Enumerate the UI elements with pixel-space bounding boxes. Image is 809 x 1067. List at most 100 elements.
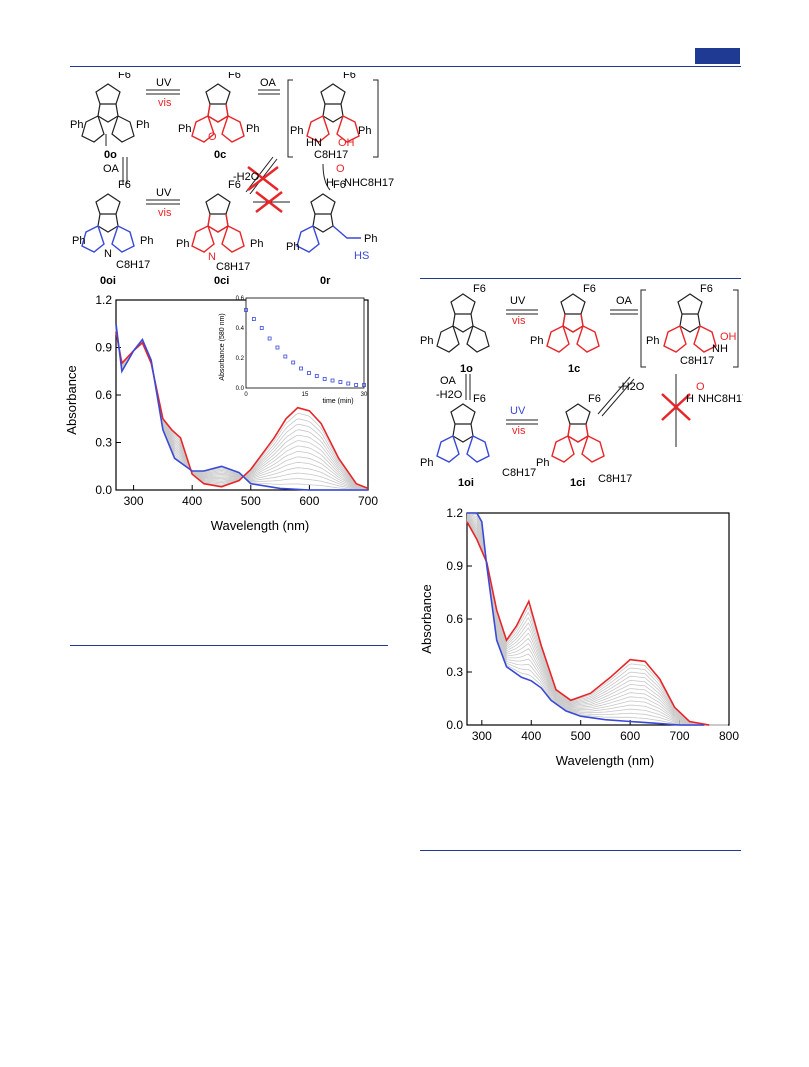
intermediate-spectrum	[466, 520, 728, 726]
label-vis-1: vis	[158, 97, 172, 109]
label-f6-0o: F6	[118, 72, 131, 81]
label-ph-1ci: Ph	[536, 457, 549, 469]
inset-point	[346, 381, 351, 386]
label-oa-2: OA	[103, 163, 120, 175]
y-tick-label: 1.2	[446, 506, 463, 520]
intermediate-spectrum	[466, 520, 728, 726]
label-ph-int-l: Ph	[290, 125, 303, 137]
label-h-formamide: H	[326, 177, 334, 189]
inset-point	[291, 360, 296, 365]
y-tick-label: 0.6	[95, 388, 112, 402]
label-ph-0r-r: Ph	[364, 233, 377, 245]
label-nh-r: NH	[712, 343, 728, 355]
label-c8h17-r-int: C8H17	[680, 355, 714, 367]
label-ph-0ci-r: Ph	[250, 238, 263, 250]
section-rule-left	[70, 645, 388, 646]
chart-left-xlabel: Wavelength (nm)	[211, 518, 310, 533]
intermediate-spectrum	[466, 517, 728, 726]
intermediate-spectrum	[466, 519, 728, 726]
inset-point	[251, 317, 256, 321]
x-tick-label: 800	[719, 729, 739, 743]
molecule-0ci	[191, 193, 245, 253]
inset-point	[338, 380, 343, 384]
molecule-0o	[81, 83, 135, 146]
label-o-formamide: O	[336, 163, 345, 175]
y-tick-label: 0.6	[446, 612, 463, 626]
intermediate-spectrum	[466, 519, 728, 726]
inset-point	[283, 354, 288, 359]
inset-point	[244, 308, 248, 312]
compound-0c: 0c	[214, 149, 226, 161]
label-nhc8: NHC8H17	[344, 177, 394, 189]
spectrum-line	[467, 512, 705, 726]
molecule-1ci	[551, 403, 605, 463]
spectrum-line	[115, 323, 368, 491]
inset-point	[259, 326, 264, 330]
label-f6-1o: F6	[473, 283, 486, 295]
label-ph-int-r: Ph	[358, 125, 371, 137]
inset-xlabel: time (min)	[322, 398, 353, 405]
label-f6-int: F6	[343, 72, 356, 81]
molecule-0r	[296, 193, 361, 253]
header-tag	[695, 48, 740, 64]
inset-point	[362, 383, 366, 387]
intermediate-spectrum	[466, 516, 728, 726]
label-ph-1oi: Ph	[420, 457, 433, 469]
header-rule	[70, 66, 741, 67]
label-hn: HN	[306, 137, 322, 149]
label-n-0ci: N	[208, 251, 216, 263]
label-c8h17-0ci: C8H17	[216, 261, 250, 273]
reaction-scheme-right: F6 F6 F6 F6 F6 Ph Ph Ph Ph Ph UV vis OA …	[420, 283, 743, 489]
inset-point	[299, 366, 303, 371]
y-tick-label: 0.3	[446, 665, 463, 679]
compound-1o: 1o	[460, 363, 473, 375]
label-uv-1: UV	[156, 77, 172, 89]
label-f6-0c: F6	[228, 72, 241, 81]
y-tick-label: 0.0	[446, 718, 463, 732]
inset-x-tick-label: 0	[244, 392, 248, 398]
section-rule-right-bottom	[420, 850, 741, 851]
inset-frame	[245, 297, 365, 389]
compound-1c: 1c	[568, 363, 580, 375]
intermediate-spectrum	[466, 513, 728, 726]
label-f6-1c: F6	[583, 283, 596, 295]
inset-point	[314, 374, 319, 378]
blocked-cross-right	[661, 393, 691, 421]
x-tick-label: 700	[670, 729, 690, 743]
equilibrium-arrows	[122, 89, 331, 205]
inset-y-tick-label: 0.6	[236, 296, 245, 302]
compound-0r: 0r	[320, 275, 331, 287]
chart-left-ylabel: Absorbance	[64, 365, 79, 434]
label-ph-0c-r: Ph	[246, 123, 259, 135]
x-tick-label: 300	[124, 494, 144, 508]
molecule-intermediate	[306, 83, 360, 143]
intermediate-spectrum	[466, 513, 728, 726]
inset-y-tick-label: 0.2	[236, 356, 245, 362]
intermediate-spectrum	[466, 518, 728, 726]
chart-right-xlabel: Wavelength (nm)	[556, 753, 655, 768]
chart-right-ylabel: Absorbance	[419, 584, 434, 653]
label-f6-1oi: F6	[473, 393, 486, 405]
y-tick-label: 0.9	[95, 341, 112, 355]
label-ph-0r-l: Ph	[286, 241, 299, 253]
blocked-crosses	[247, 166, 283, 213]
spectrum-line	[466, 521, 710, 726]
inset-x-tick-label: 30	[361, 392, 368, 398]
uv-vis-chart-right: 300 400 500 600 700 800 0.0 0.3 0.6 0.9 1.2 Wavele…	[419, 506, 739, 768]
label-ph-0ci-l: Ph	[176, 238, 189, 250]
y-tick-label: 0.3	[95, 436, 112, 450]
label-n-0oi: N	[104, 248, 112, 260]
label-h2o: -H2O	[233, 171, 260, 183]
inset-y-tick-label: 0.0	[236, 386, 245, 392]
intermediate-spectrum	[466, 515, 728, 726]
inset-point	[307, 371, 311, 375]
label-ph-0oi-r: Ph	[140, 235, 153, 247]
molecule-1-intermediate	[663, 293, 717, 353]
x-tick-label: 300	[472, 729, 492, 743]
label-vis-r2: vis	[512, 425, 526, 437]
inset-point	[330, 378, 335, 383]
y-tick-label: 1.2	[95, 293, 112, 307]
label-f6-0r: F6	[333, 179, 346, 191]
label-ph-1o: Ph	[420, 335, 433, 347]
